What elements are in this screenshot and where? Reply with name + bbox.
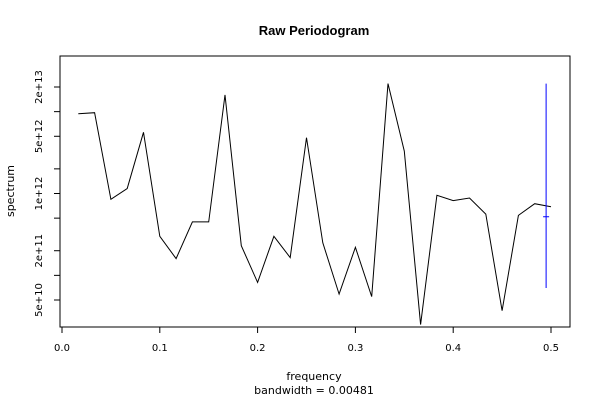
x-tick-label: 0.0 xyxy=(54,343,70,354)
spectrum-series-line xyxy=(78,83,552,325)
y-axis-label: spectrum xyxy=(4,165,17,217)
bandwidth-error-bar xyxy=(543,83,550,289)
y-tick-label: 5e+12 xyxy=(34,119,45,153)
x-axis-label: frequency xyxy=(286,370,342,383)
x-tick-label: 0.3 xyxy=(347,343,363,354)
x-axis: 0.0 0.1 0.2 0.3 0.4 0.5 xyxy=(54,326,559,354)
x-tick-label: 0.4 xyxy=(445,343,461,354)
bandwidth-label: bandwidth = 0.00481 xyxy=(254,384,374,397)
y-axis: 5e+10 2e+11 1e+12 5e+12 2e+13 xyxy=(34,70,61,317)
x-tick-label: 0.5 xyxy=(543,343,559,354)
chart-title: Raw Periodogram xyxy=(259,23,370,38)
x-tick-label: 0.1 xyxy=(152,343,168,354)
y-tick-label: 5e+10 xyxy=(34,283,45,317)
y-tick-label: 2e+11 xyxy=(34,234,45,268)
series-points xyxy=(77,82,553,326)
y-tick-label: 1e+12 xyxy=(34,177,45,211)
x-tick-label: 0.2 xyxy=(250,343,266,354)
y-tick-label: 2e+13 xyxy=(34,70,45,104)
